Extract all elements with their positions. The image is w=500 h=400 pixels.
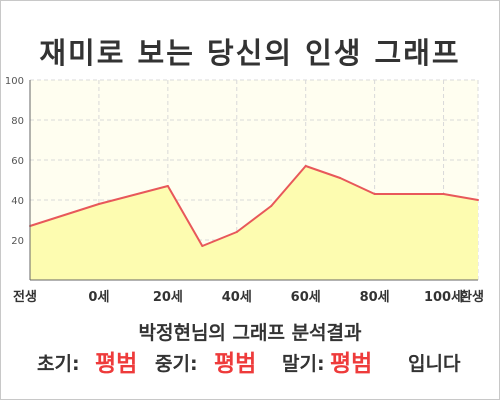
data-point bbox=[201, 245, 204, 247]
y-tick-label: 100 bbox=[5, 76, 24, 87]
x-tick-label: 20세 bbox=[153, 290, 183, 305]
result-suffix: 입니다 bbox=[408, 353, 461, 375]
life-area-fill bbox=[30, 166, 478, 280]
data-point bbox=[408, 193, 411, 195]
x-tick-label: 40세 bbox=[222, 290, 252, 305]
x-tick-label: 100세 bbox=[424, 290, 463, 305]
x-tick-label: 환생 bbox=[460, 289, 484, 305]
chart-title: 재미로 보는 당신의 인생 그래프 bbox=[39, 36, 461, 70]
data-point bbox=[270, 205, 273, 207]
result-heading: 박정현님의 그래프 분석결과 bbox=[138, 322, 362, 344]
data-point bbox=[373, 193, 376, 195]
y-tick-label: 60 bbox=[11, 156, 24, 167]
x-tick-label: 전생 bbox=[13, 289, 37, 305]
x-tick-label: 80세 bbox=[360, 290, 390, 305]
data-point bbox=[97, 203, 100, 205]
late-verdict: 평범 bbox=[330, 351, 373, 377]
data-point bbox=[477, 199, 479, 201]
data-point bbox=[304, 165, 307, 167]
data-point bbox=[166, 185, 169, 187]
early-verdict: 평범 bbox=[95, 351, 138, 377]
x-tick-label: 60세 bbox=[291, 290, 321, 305]
data-point bbox=[442, 193, 445, 195]
early-label: 초기: bbox=[37, 353, 80, 375]
y-tick-label: 80 bbox=[11, 116, 24, 127]
y-tick-label: 40 bbox=[11, 196, 24, 207]
life-line bbox=[29, 165, 479, 247]
middle-verdict: 평범 bbox=[214, 351, 257, 377]
data-point bbox=[339, 177, 342, 179]
y-tick-label: 20 bbox=[11, 236, 24, 247]
data-point bbox=[235, 231, 238, 233]
middle-label: 중기: bbox=[155, 353, 198, 375]
late-label: 말기: bbox=[282, 353, 325, 375]
x-tick-label: 0세 bbox=[88, 290, 109, 305]
